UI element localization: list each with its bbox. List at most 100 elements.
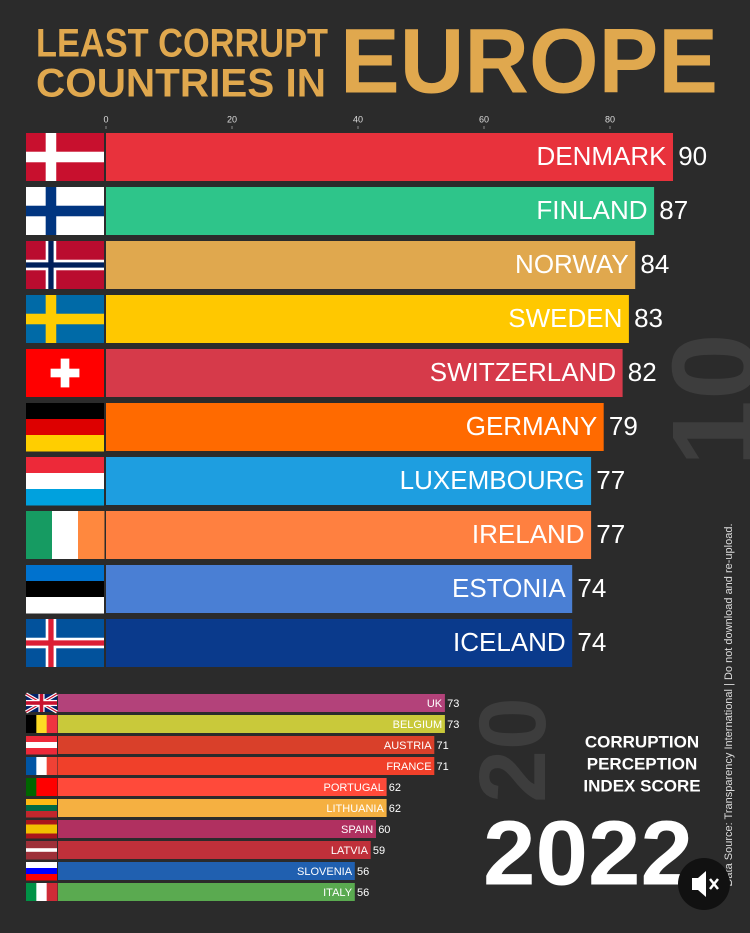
bar-label: SWEDEN	[508, 303, 622, 333]
flag-stripe	[36, 778, 48, 796]
bar	[106, 349, 623, 397]
flag-stripe	[26, 715, 37, 733]
flag-stripe	[26, 820, 57, 825]
flag-stripe	[46, 715, 58, 733]
value-label: 56	[357, 887, 369, 899]
bar	[106, 187, 655, 235]
value-label: 82	[628, 357, 657, 387]
flag	[26, 883, 58, 901]
flag	[26, 757, 58, 775]
bar-label: FINLAND	[536, 195, 647, 225]
flag-stripe	[26, 565, 104, 582]
flag-stripe	[26, 757, 37, 775]
value-label: 62	[389, 782, 401, 794]
bar-label: PORTUGAL	[324, 782, 384, 794]
flag-stripe	[46, 883, 58, 901]
bar-label: LITHUANIA	[326, 803, 384, 815]
flag	[26, 511, 105, 559]
bar	[58, 736, 435, 754]
bar-label: SLOVENIA	[297, 866, 353, 878]
flag-stripe	[46, 778, 58, 796]
bar	[58, 862, 355, 880]
bar-label: SWITZERLAND	[430, 357, 616, 387]
value-label: 84	[640, 249, 669, 279]
score-label: CORRUPTION	[585, 732, 699, 751]
bars-layer: 0 20 40 60 80 DENMARK 90 FINLAND 87 NORWAY 84 SWEDE…	[25, 114, 707, 901]
bar-label: DENMARK	[536, 141, 667, 171]
flag-cross	[26, 701, 57, 705]
value-label: 77	[596, 465, 625, 495]
bar	[106, 133, 673, 181]
bar-label: SPAIN	[341, 824, 373, 836]
value-label: 77	[596, 519, 625, 549]
flag-stripe	[46, 757, 58, 775]
flag-stripe	[36, 883, 48, 901]
background-rank: 20	[460, 697, 566, 803]
x-tick-label: 80	[605, 114, 615, 124]
x-tick-label: 60	[479, 114, 489, 124]
bar	[106, 403, 604, 451]
x-tick-label: 0	[103, 114, 108, 124]
flag-cross	[26, 313, 104, 325]
value-label: 59	[373, 845, 385, 857]
value-label: 60	[378, 824, 390, 836]
flag-stripe	[26, 851, 57, 856]
mute-x[interactable]	[709, 878, 719, 890]
mute-button[interactable]	[678, 858, 730, 910]
flag-stripe	[26, 883, 37, 901]
bar-label: ICELAND	[453, 627, 566, 657]
bar	[58, 841, 371, 859]
flag-cross	[50, 368, 80, 378]
flag	[26, 565, 104, 614]
source: Data Source: Transparency International …	[723, 523, 735, 886]
bar	[106, 241, 636, 289]
flag-stripe	[26, 473, 104, 490]
flag	[26, 778, 58, 796]
flag-stripe	[26, 824, 57, 830]
flag	[26, 187, 104, 235]
bar-label: NORWAY	[515, 249, 629, 279]
title-big: EUROPE	[340, 10, 718, 112]
flag	[26, 295, 104, 343]
bar-label: LATVIA	[331, 845, 369, 857]
value-label: 62	[389, 803, 401, 815]
flag-stripe	[26, 841, 57, 846]
flag-stripe	[26, 511, 53, 559]
flag	[26, 799, 57, 818]
bar-label: IRELAND	[472, 519, 585, 549]
flag-stripe	[26, 874, 57, 881]
flag	[26, 736, 57, 755]
bar	[58, 757, 435, 775]
flag-stripe	[52, 511, 79, 559]
flag-cross	[26, 151, 104, 163]
flag	[25, 692, 58, 714]
bar	[106, 295, 629, 343]
bar	[58, 778, 387, 796]
flag-stripe	[26, 457, 104, 474]
flag	[26, 457, 104, 506]
score-label: PERCEPTION	[587, 754, 698, 773]
flag-stripe	[36, 757, 48, 775]
bar	[58, 715, 445, 733]
flag-cross	[26, 640, 104, 646]
bar	[58, 883, 355, 901]
bar	[106, 457, 592, 505]
flag	[26, 715, 58, 733]
flag-stripe	[26, 736, 57, 743]
flag-stripe	[26, 811, 57, 818]
bar-label: BELGIUM	[393, 719, 443, 731]
speaker-icon[interactable]	[692, 871, 706, 897]
value-label: 71	[437, 761, 449, 773]
flag-cross	[26, 205, 104, 217]
flag-cross	[26, 262, 104, 268]
x-tick-label: 40	[353, 114, 363, 124]
flag-stripe	[26, 419, 104, 436]
flag-stripe	[26, 829, 57, 834]
flag	[26, 841, 57, 860]
flag-stripe	[78, 511, 105, 559]
bar-label: ITALY	[323, 887, 353, 899]
value-label: 56	[357, 866, 369, 878]
value-label: 74	[577, 627, 606, 657]
flag-stripe	[26, 435, 104, 452]
